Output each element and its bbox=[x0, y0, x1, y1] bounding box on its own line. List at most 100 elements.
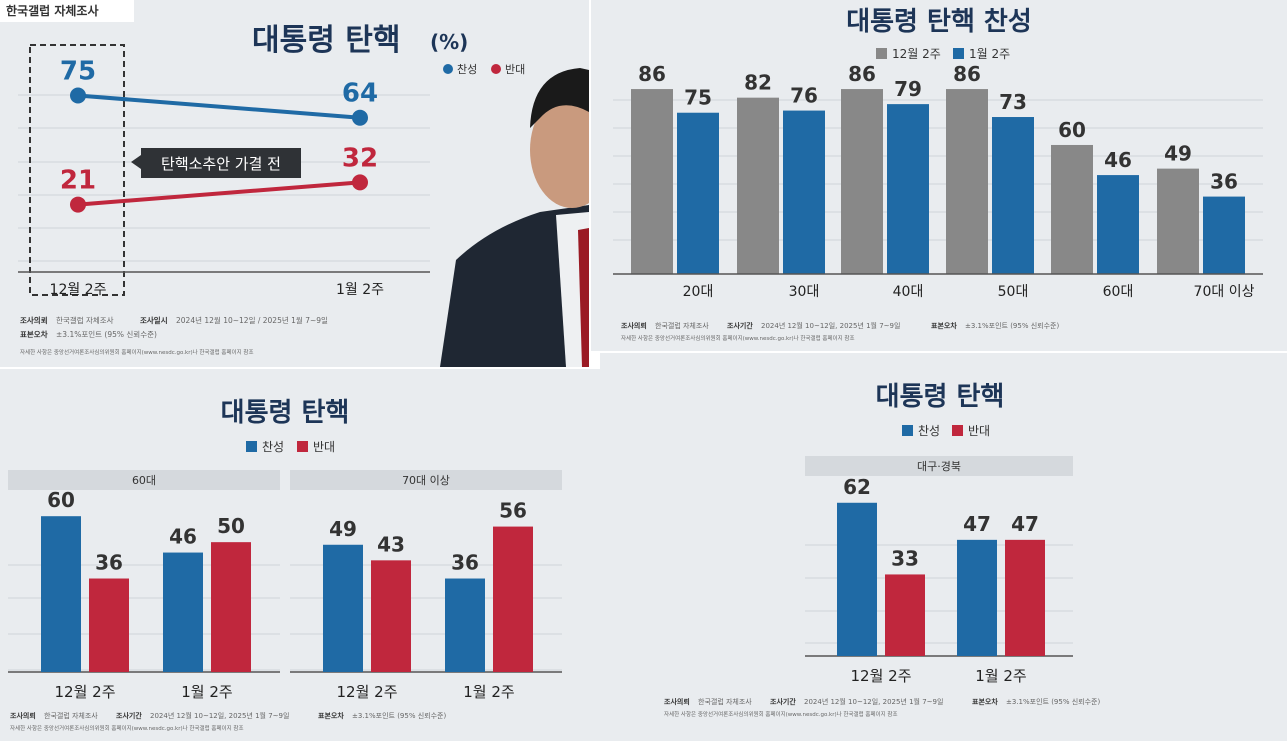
chart-title: 대통령 탄핵 bbox=[221, 398, 350, 428]
senior-bar-chart-panel: 대통령 탄핵 찬성 반대 60대 60 36 12월 2주 46 50 1월 2주 70대 이상… bbox=[0, 369, 600, 741]
bar bbox=[211, 542, 251, 672]
note-value: 한국갤럽 자체조사 bbox=[655, 321, 709, 330]
bar bbox=[371, 560, 411, 672]
x-tick-label: 12월 2주 bbox=[55, 683, 116, 701]
data-label: 62 bbox=[843, 475, 871, 499]
data-label: 75 bbox=[684, 86, 712, 110]
legend-label: 반대 bbox=[968, 424, 990, 438]
x-tick-label: 12월 2주 bbox=[851, 667, 912, 685]
annotation-text: 탄핵소추안 가결 전 bbox=[161, 155, 281, 173]
note-value: 2024년 12월 10~12일 / 2025년 1월 7~9일 bbox=[176, 315, 328, 325]
series-line bbox=[77, 93, 361, 120]
group-header: 대구·경북 bbox=[917, 460, 961, 473]
bar bbox=[1051, 144, 1093, 274]
data-label: 76 bbox=[790, 84, 818, 108]
gridlines bbox=[18, 94, 430, 262]
data-label: 73 bbox=[999, 90, 1027, 114]
note-label: 조사의뢰 bbox=[20, 315, 48, 325]
note-label: 조사기간 bbox=[116, 711, 142, 720]
note-value: 2024년 12월 10~12일, 2025년 1월 7~9일 bbox=[150, 711, 289, 720]
note-footer: 자세한 사항은 중앙선거여론조사심의위원회 홈페이지(www.nesdc.go.… bbox=[621, 334, 855, 342]
chart-title: 대통령 탄핵 찬성 bbox=[846, 7, 1032, 37]
bar bbox=[837, 502, 877, 656]
legend-label: 반대 bbox=[313, 440, 335, 454]
legend: 찬성 반대 bbox=[246, 439, 335, 454]
bar bbox=[841, 89, 883, 274]
bar bbox=[946, 89, 988, 274]
data-label: 86 bbox=[953, 62, 981, 86]
data-label: 36 bbox=[95, 551, 123, 575]
group-header-bg bbox=[8, 470, 280, 490]
legend-swatch bbox=[953, 48, 964, 59]
age-bar-chart: 대통령 탄핵 찬성 12월 2주 1월 2주 86 75 82 76 86 79 86 73 60… bbox=[613, 7, 1263, 342]
note-label: 조사의뢰 bbox=[664, 697, 690, 706]
group-header-bg bbox=[290, 470, 562, 490]
note-label: 표본오차 bbox=[20, 329, 48, 339]
source-notes: 조사의뢰 한국갤럽 자체조사 조사기간 2024년 12월 10~12일, 20… bbox=[664, 697, 1100, 718]
legend-label: 12월 2주 bbox=[892, 47, 941, 61]
bar bbox=[957, 539, 997, 656]
data-label: 64 bbox=[342, 79, 378, 109]
x-tick-label: 70대 이상 bbox=[1194, 284, 1255, 300]
legend-label: 찬성 bbox=[262, 439, 284, 454]
note-label: 조사기간 bbox=[727, 321, 753, 330]
bar bbox=[89, 578, 129, 672]
data-label: 46 bbox=[1104, 148, 1132, 172]
data-label: 47 bbox=[1011, 512, 1039, 536]
note-footer: 자세한 사항은 중앙선거여론조사심의위원회 홈페이지(www.nesdc.go.… bbox=[10, 724, 244, 732]
group-header-bg bbox=[805, 456, 1073, 476]
line-chart: 한국갤럽 자체조사 대통령 탄핵 (%) 찬성 반대 75 64 21 32 탄핵소추안… bbox=[0, 0, 589, 367]
data-point bbox=[70, 87, 86, 104]
note-value: ±3.1%포인트 (95% 신뢰수준) bbox=[1006, 697, 1100, 706]
note-label: 조사기간 bbox=[770, 697, 796, 706]
region-bar-chart: 대통령 탄핵 찬성 반대 대구·경북 62 33 12월 2주 47 47 1월 2주 조사의… bbox=[664, 382, 1100, 718]
source-tag: 한국갤럽 자체조사 bbox=[6, 3, 99, 18]
legend-swatch bbox=[297, 441, 308, 452]
data-label: 32 bbox=[342, 143, 378, 173]
note-value: 2024년 12월 10~12일, 2025년 1월 7~9일 bbox=[761, 321, 900, 330]
x-tick-label: 20대 bbox=[683, 284, 714, 300]
data-label: 86 bbox=[848, 62, 876, 86]
bar bbox=[1097, 175, 1139, 274]
source-tag-bg bbox=[0, 0, 134, 22]
note-value: ±3.1%포인트 (95% 신뢰수준) bbox=[965, 321, 1059, 330]
chart-title: 대통령 탄핵 bbox=[252, 23, 400, 58]
legend: 찬성 반대 bbox=[443, 62, 525, 76]
x-tick-label: 1월 2주 bbox=[463, 683, 514, 701]
data-point bbox=[70, 196, 86, 213]
bar-marks: 86 75 82 76 86 79 86 73 60 46 49 36 bbox=[631, 62, 1245, 274]
chart-groups: 대구·경북 62 33 12월 2주 47 47 1월 2주 bbox=[805, 456, 1073, 685]
bar bbox=[445, 578, 485, 672]
legend-swatch bbox=[876, 48, 887, 59]
bar bbox=[887, 104, 929, 274]
source-notes: 조사의뢰 한국갤럽 자체조사 조사일시 2024년 12월 10~12일 / 2… bbox=[20, 315, 328, 356]
x-tick-label: 50대 bbox=[998, 284, 1029, 300]
legend-swatch bbox=[902, 425, 913, 436]
age-bar-chart-panel: 대통령 탄핵 찬성 12월 2주 1월 2주 86 75 82 76 86 79 86 73 60… bbox=[591, 0, 1287, 351]
data-label: 79 bbox=[894, 77, 922, 101]
bar bbox=[737, 97, 779, 274]
data-label: 46 bbox=[169, 525, 197, 549]
legend-swatch bbox=[246, 441, 257, 452]
note-value: 한국갤럽 자체조사 bbox=[698, 697, 752, 706]
data-label: 56 bbox=[499, 499, 527, 523]
note-footer: 자세한 사항은 중앙선거여론조사심의위원회 홈페이지(www.nesdc.go.… bbox=[20, 348, 254, 356]
x-tick-label: 1월 2주 bbox=[181, 683, 232, 701]
x-tick-label: 12월 2주 bbox=[337, 683, 398, 701]
note-label: 조사일시 bbox=[140, 315, 168, 325]
legend-swatch bbox=[952, 425, 963, 436]
data-label: 49 bbox=[1164, 142, 1192, 166]
data-label: 86 bbox=[638, 62, 666, 86]
legend: 찬성 반대 bbox=[902, 423, 990, 438]
group-header: 60대 bbox=[132, 474, 156, 487]
data-point bbox=[352, 109, 368, 126]
bar bbox=[631, 89, 673, 274]
note-value: ±3.1%포인트 (95% 신뢰수준) bbox=[56, 329, 157, 339]
note-value: ±3.1%포인트 (95% 신뢰수준) bbox=[352, 711, 446, 720]
note-value: 한국갤럽 자체조사 bbox=[56, 315, 114, 325]
data-label: 50 bbox=[217, 514, 245, 538]
note-value: 한국갤럽 자체조사 bbox=[44, 711, 98, 720]
note-footer: 자세한 사항은 중앙선거여론조사심의위원회 홈페이지(www.nesdc.go.… bbox=[664, 710, 898, 718]
x-axis-labels: 20대 30대 40대 50대 60대 70대 이상 bbox=[683, 284, 1255, 300]
chart-title: 대통령 탄핵 bbox=[876, 382, 1005, 412]
